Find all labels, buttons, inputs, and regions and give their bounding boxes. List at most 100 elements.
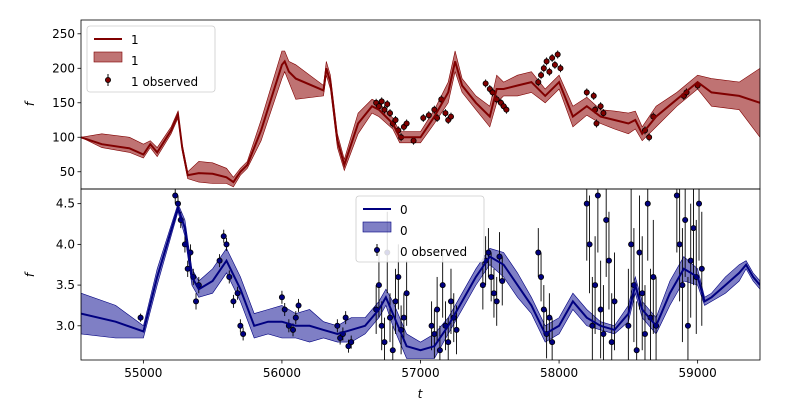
- top-observed-point: [546, 68, 553, 75]
- bottom-observed-point: [445, 339, 452, 346]
- bottom-panel: f t: [23, 271, 424, 400]
- bottom-observed-point: [381, 339, 388, 346]
- bottom-observed-point: [485, 249, 492, 256]
- bottom-observed-point: [696, 200, 703, 207]
- bottom-observed-point: [292, 314, 299, 321]
- top-legend-frame: [86, 25, 216, 93]
- bottom-observed-point: [337, 335, 344, 342]
- bottom-observed-point: [641, 330, 648, 337]
- top-y-tick-label: 100: [52, 130, 75, 144]
- bottom-observed-point: [278, 294, 285, 301]
- top-observed-point: [646, 134, 653, 141]
- bottom-y-tick-label: 3.0: [56, 319, 75, 333]
- top-observed-point: [538, 72, 545, 79]
- bottom-observed-point: [538, 273, 545, 280]
- top-observed-point: [554, 51, 561, 58]
- bottom-observed-point: [230, 298, 237, 305]
- top-observed-point: [535, 79, 542, 86]
- x-tick-label: 58000: [540, 366, 578, 380]
- x-tick-label: 59000: [679, 366, 717, 380]
- top-plot-area: [81, 50, 760, 188]
- bottom-observed-point: [611, 298, 618, 305]
- bottom-observed-point: [490, 290, 497, 297]
- top-observed-point: [381, 106, 388, 113]
- bottom-plot-area: [81, 189, 760, 360]
- top-observed-point: [442, 110, 449, 117]
- bottom-observed-point: [603, 216, 610, 223]
- bottom-observed-point: [605, 257, 612, 264]
- bottom-legend-band-swatch: [362, 221, 392, 233]
- top-observed-point: [549, 54, 556, 61]
- top-observed-series: [373, 50, 701, 145]
- top-y-tick-label: 50: [60, 165, 75, 179]
- top-y-axis-label: f: [23, 100, 37, 106]
- bottom-observed-point: [682, 216, 689, 223]
- top-observed-point: [420, 114, 427, 121]
- top-observed-point: [600, 110, 607, 117]
- top-observed-point: [503, 106, 510, 113]
- bottom-observed-series: [137, 189, 705, 360]
- top-observed-point: [540, 65, 547, 72]
- bottom-legend-marker-swatch: [373, 246, 380, 253]
- bottom-legend-label: 0 observed: [400, 245, 467, 259]
- bottom-observed-point: [389, 347, 396, 354]
- top-model-line: [81, 59, 760, 184]
- bottom-observed-point: [453, 326, 460, 333]
- bottom-observed-point: [431, 330, 438, 337]
- top-observed-point: [384, 101, 391, 108]
- bottom-observed-point: [216, 257, 223, 264]
- top-observed-point: [425, 112, 432, 119]
- bottom-y-tick-label: 4.0: [56, 237, 75, 251]
- bottom-legend-label: 0: [400, 224, 408, 238]
- bottom-observed-point: [392, 298, 399, 305]
- bottom-y-axis-label: f: [23, 271, 37, 277]
- bottom-observed-point: [687, 257, 694, 264]
- bottom-observed-point: [639, 290, 646, 297]
- x-tick-label: 57000: [401, 366, 439, 380]
- bottom-legend-label: 0: [400, 203, 408, 217]
- bottom-y-tick-label: 3.5: [56, 278, 75, 292]
- bottom-observed-point: [342, 314, 349, 321]
- bottom-observed-point: [479, 282, 486, 289]
- x-tick-label: 56000: [263, 366, 301, 380]
- top-legend-band-swatch: [93, 51, 123, 63]
- top-legend-marker-swatch: [105, 77, 112, 84]
- bottom-observed-point: [428, 322, 435, 329]
- top-observed-point: [597, 103, 604, 110]
- bottom-observed-point: [172, 192, 179, 199]
- bottom-observed-point: [684, 322, 691, 329]
- bottom-observed-point: [237, 322, 244, 329]
- bottom-observed-point: [633, 347, 640, 354]
- bottom-observed-point: [499, 278, 506, 285]
- bottom-observed-point: [493, 298, 500, 305]
- top-legend: 1 1 1 observed: [86, 25, 216, 93]
- bottom-observed-point: [375, 282, 382, 289]
- top-observed-point: [387, 110, 394, 117]
- bottom-observed-point: [345, 343, 352, 350]
- bottom-observed-point: [546, 314, 553, 321]
- bottom-observed-point: [586, 241, 593, 248]
- bottom-observed-point: [597, 306, 604, 313]
- bottom-observed-point: [240, 330, 247, 337]
- top-observed-point: [543, 58, 550, 65]
- bottom-observed-point: [334, 322, 341, 329]
- bottom-observed-point: [628, 241, 635, 248]
- bottom-observed-point: [608, 339, 615, 346]
- bottom-y-tick-label: 4.5: [56, 197, 75, 211]
- bottom-observed-point: [281, 306, 288, 313]
- bottom-legend: 0 0 0 observed: [355, 195, 485, 263]
- bottom-legend-frame: [355, 195, 485, 263]
- top-observed-point: [551, 61, 558, 68]
- bottom-observed-point: [592, 282, 599, 289]
- x-axis-label: t: [418, 387, 424, 400]
- bottom-observed-point: [290, 326, 297, 333]
- top-observed-point: [482, 80, 489, 87]
- bottom-observed-point: [223, 241, 230, 248]
- top-observed-point: [557, 65, 564, 72]
- bottom-observed-point: [295, 302, 302, 309]
- bottom-observed-point: [434, 306, 441, 313]
- bottom-observed-point: [636, 249, 643, 256]
- top-observed-point: [431, 106, 438, 113]
- bottom-observed-point: [583, 200, 590, 207]
- bottom-observed-point: [625, 322, 632, 329]
